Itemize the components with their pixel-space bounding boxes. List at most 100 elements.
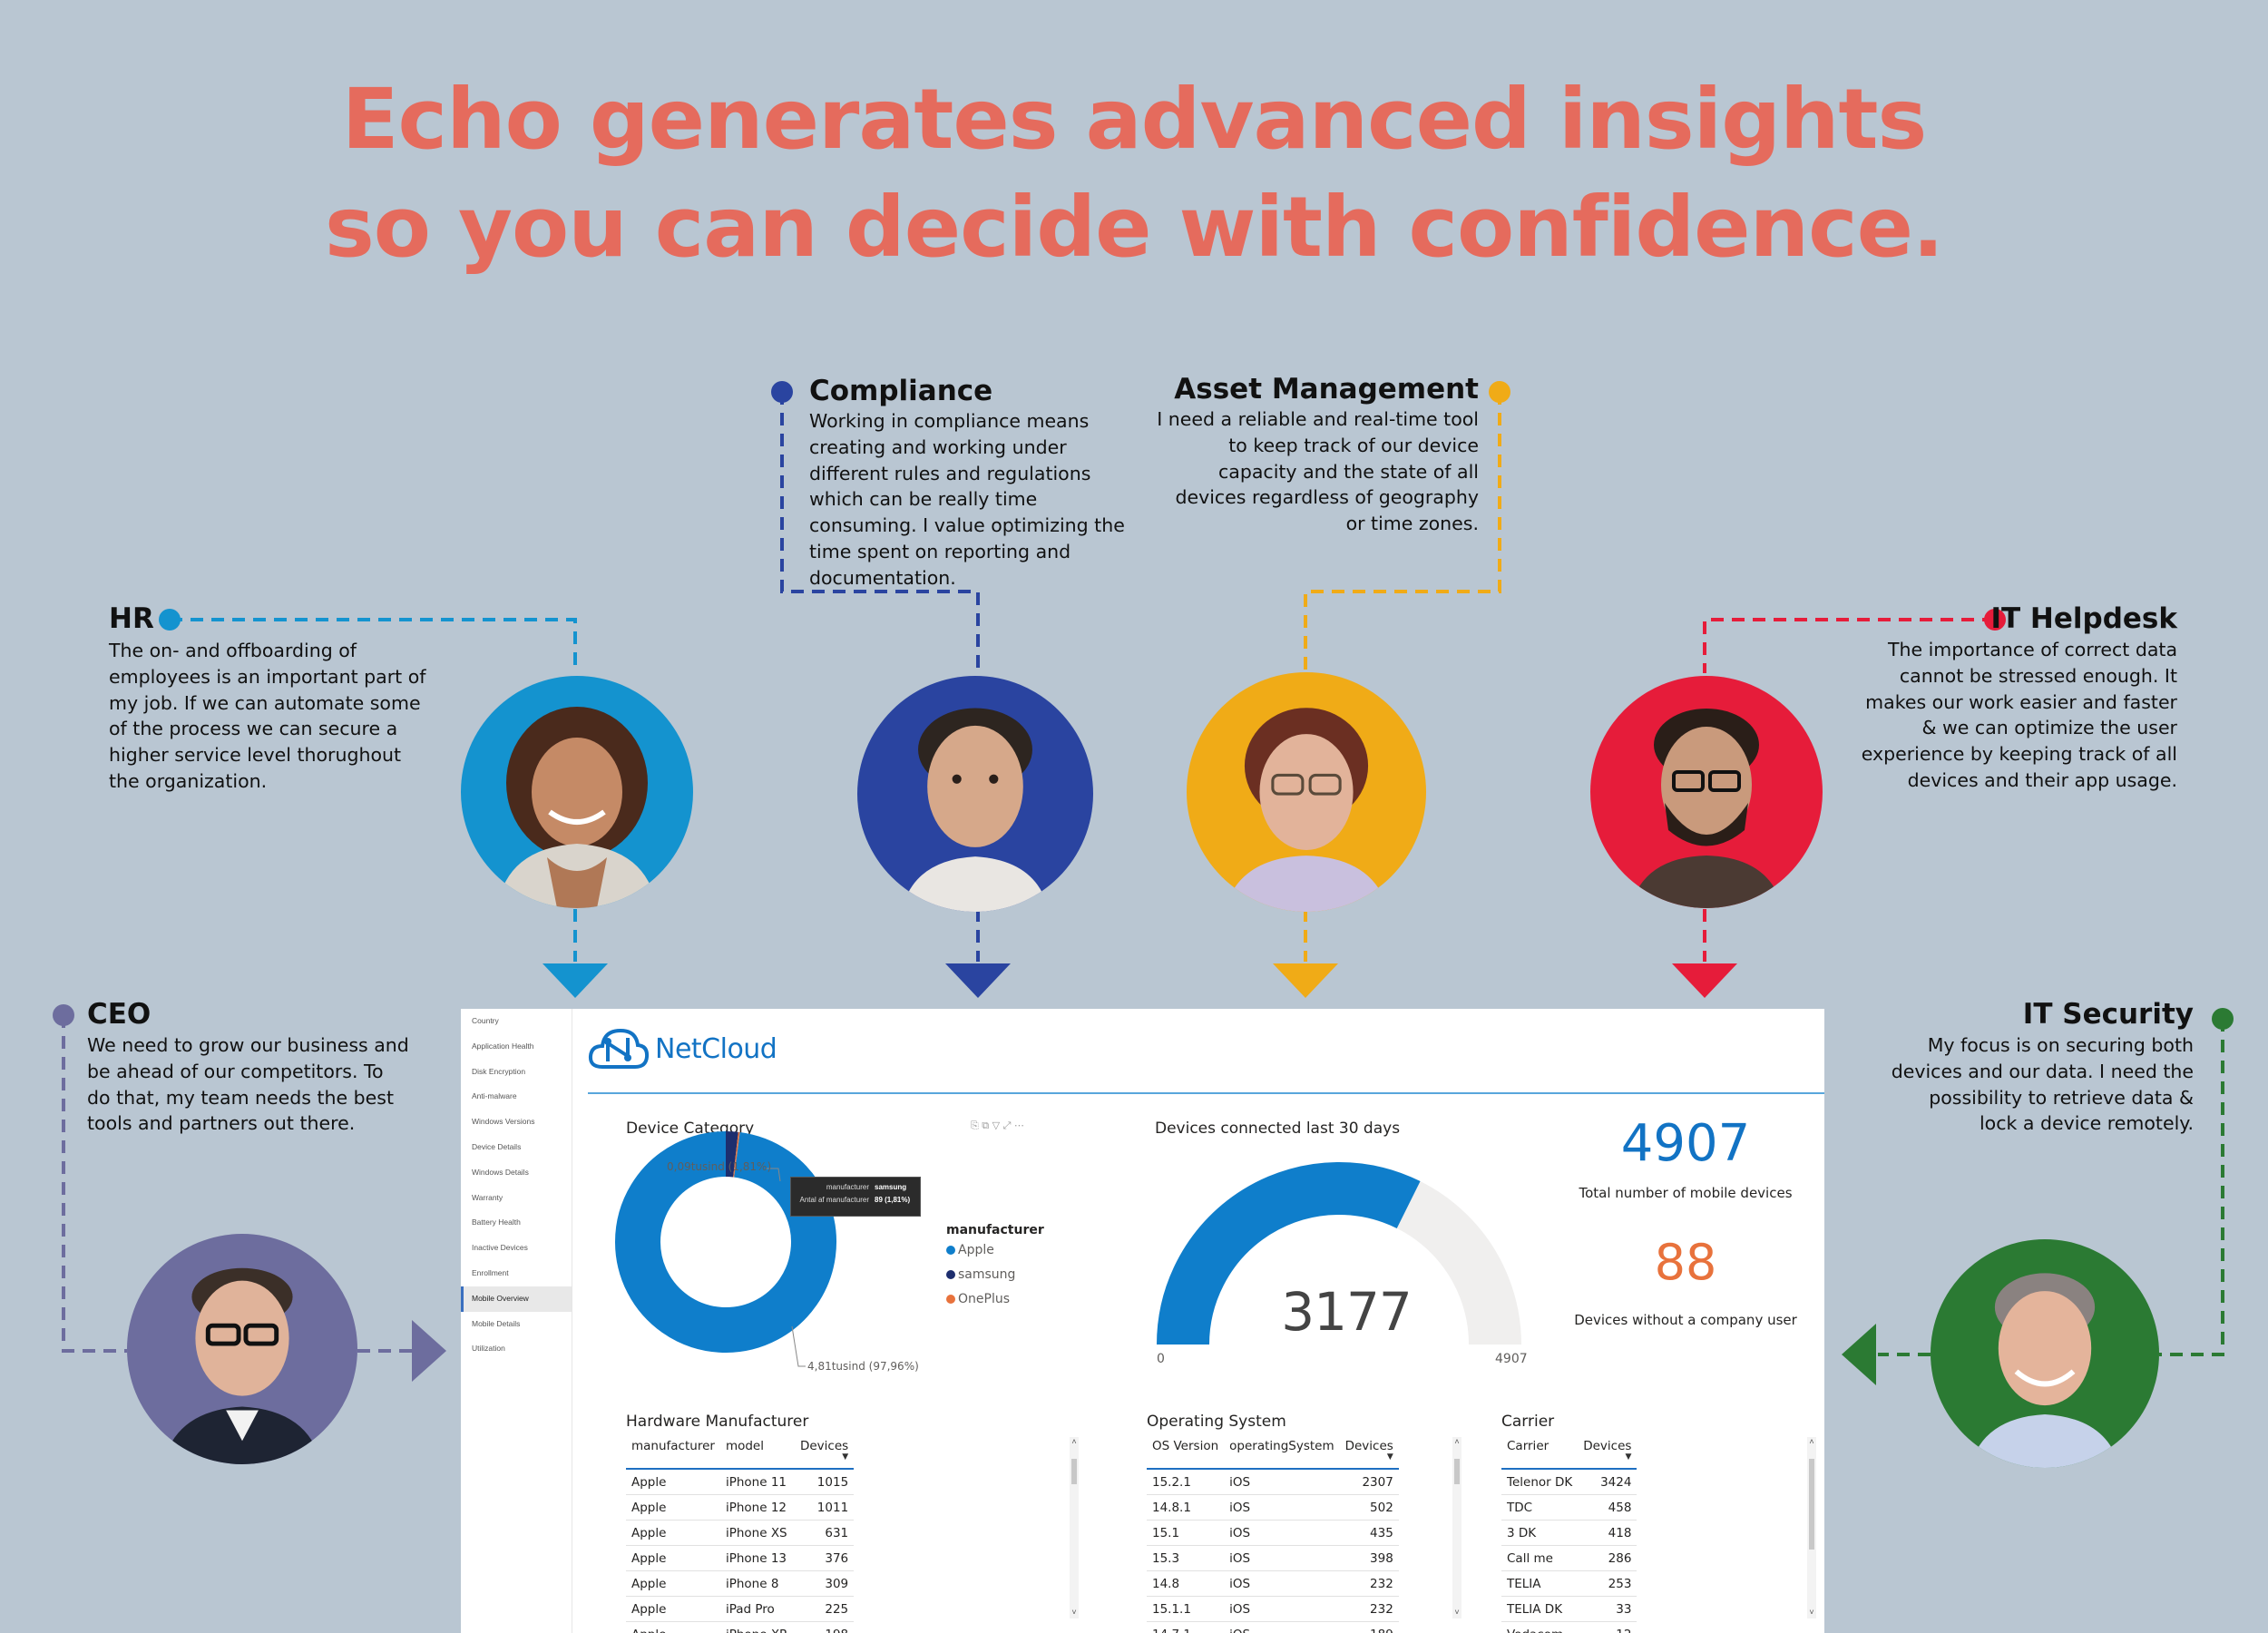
table-cell: iOS [1224,1621,1340,1633]
table-cell: iOS [1224,1570,1340,1597]
table-row[interactable]: Apple iPhone 11 1015 [626,1469,855,1495]
table-cell: iPhone XR [719,1621,795,1633]
table-row[interactable]: 14.7.1iOS189 [1147,1621,1399,1633]
sort-desc-icon[interactable]: ▼ [1386,1452,1393,1462]
column-header[interactable]: OS Version [1147,1439,1225,1470]
security-portrait [1931,1239,2159,1468]
table-row[interactable]: 15.3 iOS 398 [1147,1545,1399,1571]
table-row[interactable]: 15.1 iOS 435 [1147,1520,1399,1546]
table-row[interactable]: Apple iPad Pro 225 [626,1596,855,1622]
table-row[interactable]: TDC 458 [1501,1494,1637,1521]
table-row[interactable]: 14.8.1 iOS 502 [1147,1494,1399,1521]
report-navigation: Country Application Health Disk Encryption… [461,1009,572,1633]
nav-item[interactable]: Inactive Devices [472,1243,528,1253]
nav-item[interactable]: Windows Versions [472,1117,535,1127]
table-row[interactable]: TELIA 253 [1501,1570,1637,1597]
legend-item-apple[interactable]: Apple [946,1243,994,1257]
table-row[interactable]: TELIA DK 33 [1501,1596,1637,1622]
table-cell: iPhone 12 [719,1494,795,1521]
table-cell: 12 [1578,1621,1637,1633]
table-cell: 435 [1339,1520,1399,1546]
gauge-fill[interactable] [1157,1162,1421,1345]
table-row[interactable]: Telenor DK 3424 [1501,1469,1637,1495]
nav-item[interactable]: Utilization [472,1344,505,1354]
nav-item[interactable]: Application Health [472,1041,534,1051]
asset-description: I need a reliable and real-time tool to k… [1157,408,1479,535]
table-cell: 631 [794,1520,855,1546]
table-row[interactable]: Apple iPhone 8 309 [626,1570,855,1597]
table-row[interactable]: 15.2.1 iOS 2307 [1147,1469,1399,1495]
table-row[interactable]: Apple iPhone 12 1011 [626,1494,855,1521]
sort-desc-icon[interactable]: ▼ [1625,1452,1632,1462]
compliance-description: Working in compliance means creating and … [809,410,1125,589]
nav-item[interactable]: Warranty [472,1192,503,1202]
nav-item[interactable]: Windows Details [472,1167,529,1177]
nav-item[interactable]: Mobile Details [472,1318,521,1328]
os-scrollbar[interactable]: ˄ ˅ [1452,1437,1461,1618]
nav-item[interactable]: Country [472,1016,499,1025]
legend-label: samsung [958,1267,1016,1282]
hr-title: HR [109,602,154,635]
compliance-title: Compliance [809,375,993,407]
table-row[interactable]: 3 DK 418 [1501,1520,1637,1546]
table-row[interactable]: Call me 286 [1501,1545,1637,1571]
kpi-total-label: Total number of mobile devices [1579,1185,1793,1201]
carrier-table: Carrier Devices ▼ Telenor DK 3424 TDC 458 3 DK 4… [1501,1439,1637,1633]
table-cell: 309 [794,1570,855,1597]
table-cell: iPhone 8 [719,1570,795,1597]
ceo-description: We need to grow our business and be ahead… [87,1034,409,1135]
table-row[interactable]: Apple iPhone XS 631 [626,1520,855,1546]
legend-item-oneplus[interactable]: OnePlus [946,1292,1010,1306]
table-cell: Apple [626,1570,720,1597]
table-cell: iPhone XS [719,1520,795,1546]
hardware-scrollbar[interactable]: ˄ ˅ [1070,1437,1079,1618]
nav-item[interactable]: Disk Encryption [472,1066,526,1076]
nav-item[interactable]: Mobile Overview [461,1286,572,1312]
column-header[interactable]: Devices ▼ [1339,1439,1399,1470]
column-header[interactable]: Carrier [1501,1439,1579,1470]
asset-portrait [1187,672,1426,912]
hardware-table: manufacturer model Devices ▼ Apple iPhone 11 1… [626,1439,855,1633]
nav-item[interactable]: Enrollment [472,1267,509,1277]
visual-header-icons[interactable]: ⎘ ⧉ ▽ ⤢ ⋯ [971,1120,1024,1131]
security-description: My focus is on securing both devices and … [1891,1034,2194,1135]
nav-item[interactable]: Anti-malware [472,1091,517,1101]
os-title: Operating System [1147,1413,1286,1431]
legend-item-samsung[interactable]: samsung [946,1267,1015,1282]
table-cell: 3424 [1578,1469,1637,1495]
leader-line [791,1325,806,1367]
table-cell: Apple [626,1494,720,1521]
table-cell: 502 [1339,1494,1399,1521]
table-cell: 33 [1578,1596,1637,1622]
column-header[interactable]: model [719,1439,795,1470]
donut-slice-apple[interactable] [615,1131,836,1353]
table-row[interactable]: 15.1.1 iOS 232 [1147,1596,1399,1622]
ceo-portrait [127,1234,357,1464]
nav-item[interactable]: Device Details [472,1141,522,1151]
donut-slice-samsung[interactable] [725,1131,738,1178]
table-row[interactable]: Apple iPhone 13 376 [626,1545,855,1571]
column-header[interactable]: manufacturer [626,1439,720,1470]
donut-label-small: 0,09tusind (1,81%) [667,1160,772,1173]
column-header[interactable]: Devices ▼ [794,1439,855,1470]
column-header[interactable]: operatingSystem [1224,1439,1340,1470]
table-cell: Vodacom [1501,1621,1579,1633]
helpdesk-description: The importance of correct data cannot be … [1861,639,2177,791]
carrier-scrollbar[interactable]: ˄ ˅ [1807,1437,1816,1618]
table-cell: 232 [1339,1570,1399,1597]
sort-desc-icon[interactable]: ▼ [842,1452,849,1462]
legend-label: Apple [958,1243,994,1257]
table-row[interactable]: Vodacom12 [1501,1621,1637,1633]
dashboard-screenshot: Country Application Health Disk Encryption… [461,1009,1824,1633]
table-cell: TELIA DK [1501,1596,1579,1622]
table-cell: 3 DK [1501,1520,1579,1546]
table-cell: 225 [794,1596,855,1622]
nav-item[interactable]: Battery Health [472,1217,521,1227]
table-cell: 418 [1578,1520,1637,1546]
table-cell: 14.7.1 [1147,1621,1225,1633]
headline-line-1: Echo generates advanced insights [341,71,1928,168]
table-cell: Apple [626,1469,720,1495]
column-header[interactable]: Devices ▼ [1578,1439,1637,1470]
table-row[interactable]: 14.8 iOS 232 [1147,1570,1399,1597]
